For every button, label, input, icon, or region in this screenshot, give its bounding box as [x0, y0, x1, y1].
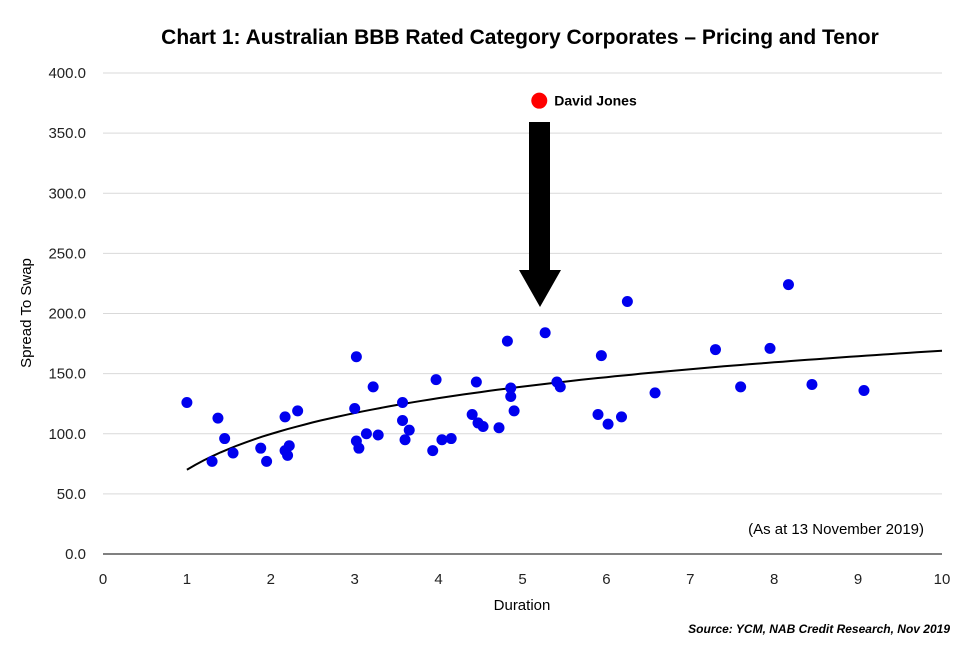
data-point	[554, 381, 566, 393]
data-point	[621, 295, 633, 307]
x-tick-label: 9	[854, 571, 862, 588]
highlight-point-david-jones	[531, 92, 548, 109]
data-point	[279, 411, 291, 423]
trend-line	[186, 349, 943, 471]
data-point	[592, 409, 604, 421]
data-point	[282, 449, 294, 461]
y-axis-ticks: 0.0 50.0 100.0 150.0 200.0 250.0 300.0 350.0 400…	[48, 65, 86, 563]
data-point	[709, 344, 721, 356]
data-point	[227, 447, 239, 459]
data-point	[505, 382, 517, 394]
data-point	[283, 440, 295, 452]
highlight-label: David Jones	[554, 93, 637, 109]
data-point	[436, 434, 448, 446]
y-tick-label: 0.0	[65, 546, 86, 563]
x-tick-label: 0	[99, 571, 107, 588]
data-point	[508, 405, 520, 417]
data-point	[602, 418, 614, 430]
data-point	[764, 342, 776, 354]
data-point	[505, 390, 517, 402]
data-point	[212, 412, 224, 424]
y-axis-label: Spread To Swap	[18, 258, 35, 368]
data-point	[782, 279, 794, 291]
source-note: Source: YCM, NAB Credit Research, Nov 20…	[688, 622, 950, 636]
data-point	[261, 455, 273, 467]
data-point	[539, 327, 551, 339]
x-tick-label: 3	[351, 571, 359, 588]
data-point	[353, 442, 365, 454]
data-point	[255, 442, 267, 454]
data-point	[360, 428, 372, 440]
as-at-annotation: (As at 13 November 2019)	[748, 521, 924, 538]
data-point	[367, 381, 379, 393]
data-points	[181, 279, 870, 467]
data-point	[219, 433, 231, 445]
y-tick-label: 100.0	[48, 426, 86, 443]
data-point	[470, 376, 482, 388]
data-point	[493, 422, 505, 434]
x-axis-ticks: 0 1 2 3 4 5 6 7 8 9 10	[99, 571, 951, 588]
y-tick-label: 400.0	[48, 65, 86, 82]
x-tick-label: 7	[686, 571, 694, 588]
data-point	[399, 434, 411, 446]
data-point	[397, 396, 409, 408]
y-tick-label: 200.0	[48, 306, 86, 323]
x-axis-label: Duration	[494, 597, 551, 614]
data-point	[445, 433, 457, 445]
y-tick-label: 150.0	[48, 366, 86, 383]
data-point	[427, 445, 439, 457]
data-point	[735, 381, 747, 393]
data-point	[649, 387, 661, 399]
y-tick-label: 300.0	[48, 185, 86, 202]
x-tick-label: 4	[434, 571, 442, 588]
data-point	[501, 335, 513, 347]
chart-title: Chart 1: Australian BBB Rated Category C…	[161, 26, 879, 49]
x-tick-label: 1	[183, 571, 191, 588]
data-point	[350, 351, 362, 363]
data-point	[477, 421, 489, 433]
data-point	[349, 402, 361, 414]
data-point	[616, 411, 628, 423]
x-tick-label: 8	[770, 571, 778, 588]
x-tick-label: 5	[518, 571, 526, 588]
y-tick-label: 50.0	[57, 486, 86, 503]
data-point	[466, 409, 478, 421]
callout-arrow	[519, 122, 561, 307]
data-point	[595, 350, 607, 362]
y-tick-label: 350.0	[48, 125, 86, 142]
data-point	[403, 424, 415, 436]
data-point	[397, 415, 409, 427]
grid	[103, 72, 942, 495]
data-point	[206, 455, 218, 467]
x-tick-label: 6	[602, 571, 610, 588]
data-point	[806, 378, 818, 390]
data-point	[372, 429, 384, 441]
data-point	[430, 374, 442, 386]
data-point	[181, 396, 193, 408]
y-tick-label: 250.0	[48, 245, 86, 262]
data-point	[858, 384, 870, 396]
data-point	[292, 405, 304, 417]
x-tick-label: 10	[934, 571, 951, 588]
x-tick-label: 2	[267, 571, 275, 588]
